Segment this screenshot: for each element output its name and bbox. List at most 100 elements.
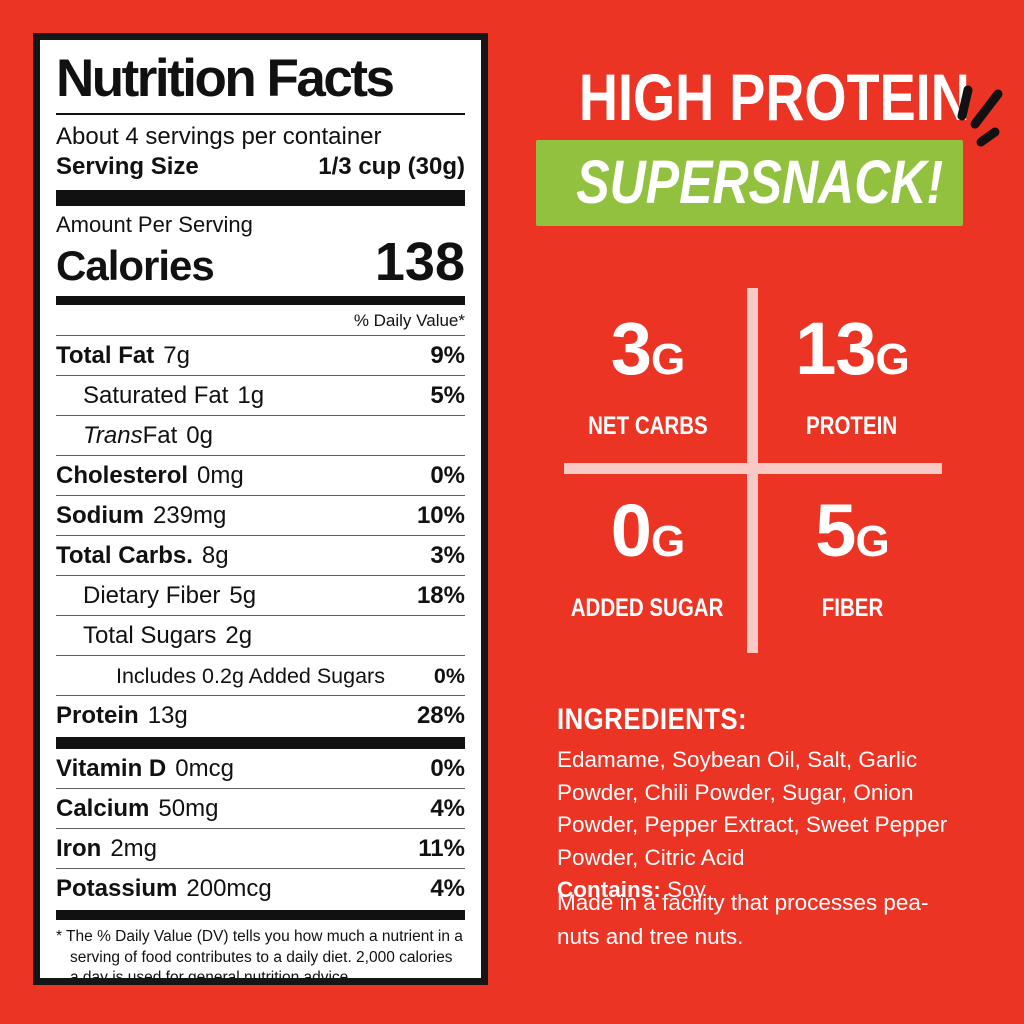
- headline-supersnack-text: SUPERSNACK!: [576, 148, 944, 216]
- nutrient-dv: 18%: [416, 582, 465, 609]
- calories-row: Calories 138: [56, 232, 465, 292]
- stat-net-carbs: 3G NET CARBS: [545, 310, 750, 441]
- nutrient-amount: 2mg: [110, 835, 158, 862]
- nutrient-dv: 4%: [430, 795, 465, 822]
- section-bar: [56, 296, 465, 305]
- ingredients-section: INGREDIENTS: Edamame, Soybean Oil, Salt,…: [557, 703, 969, 907]
- stat-label: FIBER: [821, 594, 883, 622]
- headline-high-protein: HIGH PROTEIN: [536, 64, 970, 130]
- nutrient-name: Trans: [83, 422, 143, 449]
- stat-number: 0: [610, 489, 652, 572]
- nutrient-row-trans-fat: Trans Fat 0g: [56, 415, 465, 455]
- daily-value-footnote: * The % Daily Value (DV) tells you how m…: [56, 928, 463, 985]
- contains-line: Contains: Soy: [557, 874, 969, 907]
- nutrient-amount: 50mg: [158, 795, 219, 822]
- nutrient-amount: 8g: [201, 542, 229, 569]
- headline-supersnack-banner: SUPERSNACK!: [536, 140, 963, 226]
- nutrient-row-protein: Protein 13g 28%: [56, 695, 465, 735]
- nutrient-dv: 3%: [430, 542, 465, 569]
- nutrient-dv: 11%: [418, 835, 465, 862]
- facility-note: Made in a facility that processes pea- n…: [557, 886, 969, 954]
- nutrient-row-total-sugars: Total Sugars 2g: [56, 615, 465, 655]
- amount-per-serving: Amount Per Serving: [56, 212, 253, 237]
- nutrient-row-total-fat: Total Fat 7g 9%: [56, 335, 465, 375]
- nutrient-amount: 13g: [147, 702, 188, 729]
- nutrient-amount: 0mg: [197, 462, 244, 489]
- nutrient-amount: 200mcg: [186, 875, 272, 902]
- nutrient-amount: 0mcg: [175, 755, 234, 782]
- serving-size-label: Serving Size: [56, 153, 199, 180]
- nutrient-row-saturated-fat: Saturated Fat 1g 5%: [56, 375, 465, 415]
- vitamin-row-calcium: Calcium 50mg 4%: [56, 788, 465, 828]
- stat-number: 5: [815, 489, 856, 572]
- stat-added-sugar: 0G ADDED SUGAR: [545, 492, 750, 623]
- nutrient-dv: 5%: [430, 382, 465, 409]
- nutrient-name: Includes 0.2g Added Sugars: [116, 664, 385, 688]
- ingredients-body: Edamame, Soybean Oil, Salt, Garlic Powde…: [557, 744, 969, 907]
- section-bar: [56, 190, 465, 206]
- calories-value: 138: [374, 232, 465, 292]
- nutrient-name: Dietary Fiber: [83, 582, 221, 609]
- headline-high-protein-text: HIGH PROTEIN: [578, 60, 970, 134]
- nutrition-facts-panel: Nutrition Facts About 4 servings per con…: [33, 33, 488, 985]
- nutrient-amount: 0g: [186, 422, 213, 449]
- daily-value-header: % Daily Value*: [353, 311, 465, 330]
- nutrient-name: Saturated Fat: [83, 382, 229, 409]
- vitamin-row-vitamin-d: Vitamin D 0mcg 0%: [56, 749, 465, 788]
- nutrient-name: Total Carbs.: [56, 542, 193, 569]
- title-divider: [56, 113, 465, 115]
- stat-unit: G: [650, 517, 685, 566]
- nutrient-dv: 0%: [433, 664, 465, 688]
- nutrient-name: Vitamin D: [56, 755, 167, 782]
- stat-value: 5G: [762, 492, 942, 581]
- servings-per-container: About 4 servings per container: [56, 123, 382, 150]
- stat-number: 3: [610, 307, 652, 390]
- contains-value: Soy: [660, 877, 706, 902]
- nutrient-row-dietary-fiber: Dietary Fiber 5g 18%: [56, 575, 465, 615]
- stat-value: 3G: [545, 310, 750, 399]
- nutrient-dv: 4%: [430, 875, 465, 902]
- nutrient-row-total-carbs: Total Carbs. 8g 3%: [56, 535, 465, 575]
- nutrient-name: Potassium: [56, 875, 178, 902]
- stat-label: ADDED SUGAR: [571, 594, 724, 622]
- nutrient-row-added-sugars: Includes 0.2g Added Sugars 0%: [56, 655, 465, 695]
- stat-label: NET CARBS: [587, 412, 708, 440]
- nutrient-dv: 28%: [416, 702, 465, 729]
- facility-note-line2: nuts and tree nuts.: [557, 924, 744, 949]
- section-bar: [56, 737, 465, 749]
- nutrient-amount: 2g: [225, 622, 253, 649]
- nutrient-name-suffix: Fat: [142, 422, 178, 449]
- nutrient-name: Total Sugars: [83, 622, 217, 649]
- nutrient-dv: 0%: [430, 755, 465, 782]
- section-bar: [56, 910, 465, 920]
- calories-label: Calories: [56, 242, 215, 289]
- nutrient-name: Cholesterol: [56, 462, 189, 489]
- nutrient-dv: 0%: [430, 462, 465, 489]
- stat-unit: G: [855, 517, 889, 566]
- nutrient-amount: 1g: [237, 382, 265, 409]
- contains-label: Contains:: [557, 877, 661, 902]
- vitamin-row-iron: Iron 2mg 11%: [56, 828, 465, 868]
- stat-protein: 13G PROTEIN: [762, 310, 942, 441]
- nutrient-amount: 239mg: [153, 502, 227, 529]
- nutrient-name: Total Fat: [56, 342, 155, 369]
- stat-label: PROTEIN: [806, 412, 898, 440]
- stat-number: 13: [795, 307, 876, 390]
- nutrient-dv: 10%: [416, 502, 465, 529]
- stat-unit: G: [650, 335, 685, 384]
- ingredients-title: INGREDIENTS:: [557, 703, 748, 736]
- nutrient-name: Protein: [56, 702, 139, 729]
- nutrient-name: Calcium: [56, 795, 150, 822]
- nutrient-dv: 9%: [430, 342, 465, 369]
- stat-unit: G: [875, 335, 910, 384]
- nutrition-facts-title: Nutrition Facts: [56, 49, 395, 108]
- nutrient-row-sodium: Sodium 239mg 10%: [56, 495, 465, 535]
- vitamin-row-potassium: Potassium 200mcg 4%: [56, 868, 465, 908]
- facility-note-line1: Made in a facility that processes pea-: [557, 890, 929, 915]
- serving-size-row: Serving Size 1/3 cup (30g): [56, 152, 465, 182]
- emphasis-slashes-icon: [957, 85, 1003, 147]
- stat-fiber: 5G FIBER: [762, 492, 942, 623]
- ingredients-list: Edamame, Soybean Oil, Salt, Garlic Powde…: [557, 747, 948, 870]
- nutrient-name: Iron: [56, 835, 102, 862]
- nutrient-amount: 5g: [229, 582, 257, 609]
